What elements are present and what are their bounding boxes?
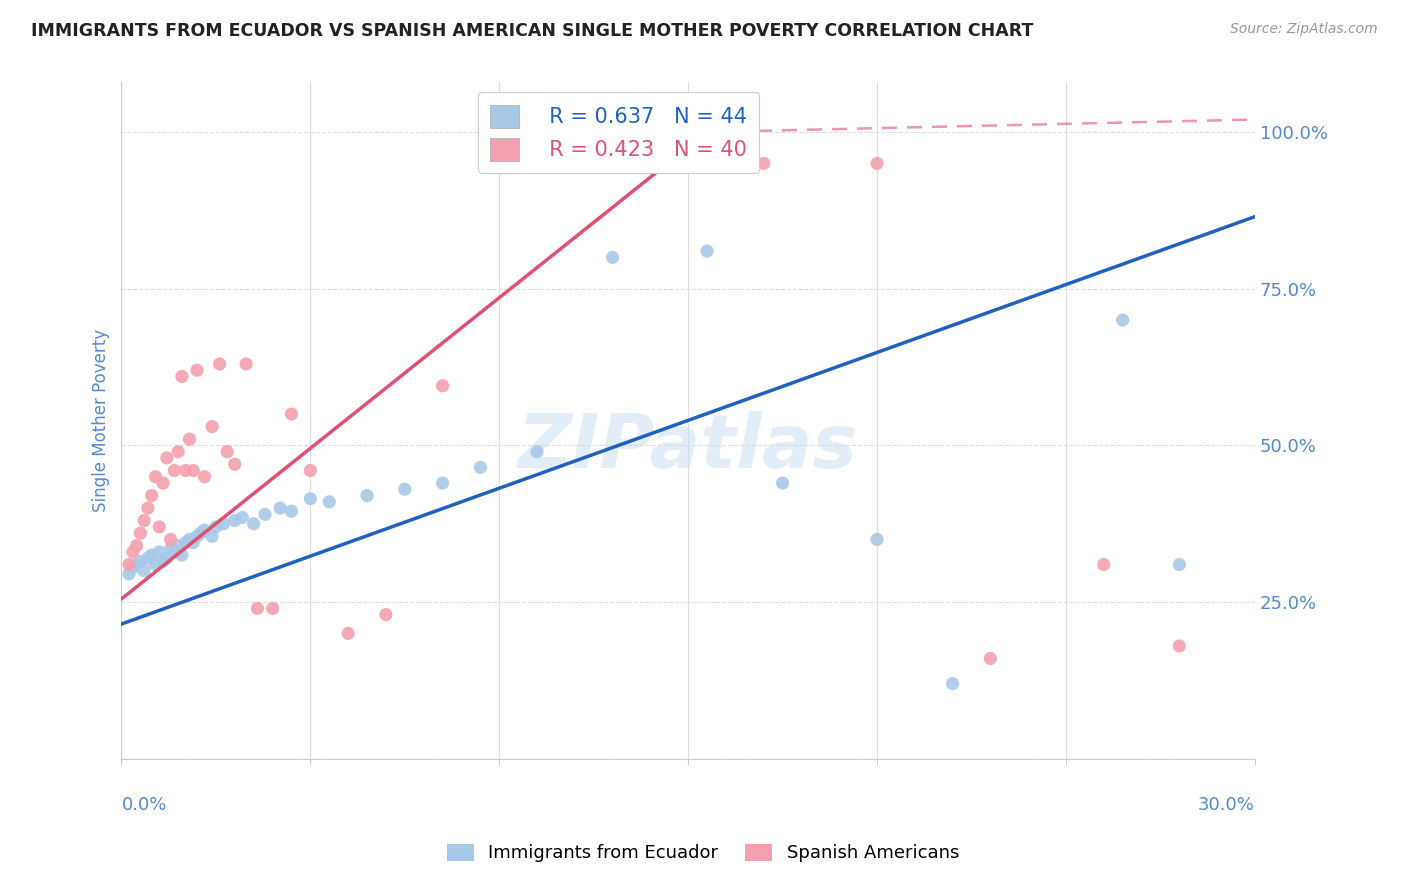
Point (564, 156, 586, 170)
Point (174, 463, 197, 477)
Point (224, 457, 246, 471)
Point (1168, 558, 1191, 572)
Point (246, 601, 269, 615)
Point (772, 475, 794, 490)
Point (242, 516, 264, 531)
Point (170, 369, 193, 384)
Text: 30.0%: 30.0% (1198, 796, 1256, 814)
Point (318, 495, 340, 509)
Point (942, 676, 965, 690)
Point (167, 444, 190, 458)
Point (602, 251, 624, 265)
Point (179, 533, 201, 547)
Point (148, 545, 170, 559)
Point (186, 529, 208, 543)
Point (141, 489, 163, 503)
Point (374, 607, 396, 622)
Point (696, 244, 718, 259)
Point (280, 504, 302, 518)
Point (132, 514, 155, 528)
Point (125, 558, 148, 572)
Point (299, 463, 322, 477)
Point (145, 469, 167, 483)
Point (205, 520, 228, 534)
Point (136, 501, 159, 516)
Point (262, 601, 284, 615)
Point (208, 357, 231, 371)
Point (190, 526, 212, 541)
Point (299, 491, 322, 506)
Point (152, 475, 174, 490)
Point (156, 450, 179, 465)
Point (224, 514, 246, 528)
Point (235, 357, 257, 371)
Point (163, 463, 186, 477)
Point (121, 560, 143, 574)
Point (269, 501, 291, 516)
Point (1092, 558, 1115, 572)
Point (136, 551, 159, 566)
Point (174, 535, 197, 549)
Point (201, 529, 224, 543)
Point (866, 533, 889, 547)
Point (432, 379, 454, 393)
Y-axis label: Single Mother Poverty: Single Mother Poverty (93, 329, 110, 512)
Point (1111, 313, 1133, 327)
Point (167, 539, 190, 553)
Text: 0.0%: 0.0% (121, 796, 167, 814)
Point (156, 551, 179, 566)
Point (488, 156, 510, 170)
Text: ZIPatlas: ZIPatlas (519, 411, 858, 484)
Point (866, 156, 889, 170)
Point (118, 558, 141, 572)
Point (394, 483, 416, 497)
Legend: Immigrants from Ecuador, Spanish Americans: Immigrants from Ecuador, Spanish America… (440, 837, 966, 870)
Point (181, 463, 204, 477)
Legend:   R = 0.637   N = 44,   R = 0.423   N = 40: R = 0.637 N = 44, R = 0.423 N = 40 (478, 92, 759, 173)
Point (356, 489, 378, 503)
Point (193, 469, 215, 483)
Point (193, 523, 215, 537)
Point (118, 566, 141, 581)
Point (129, 554, 152, 568)
Point (132, 564, 155, 578)
Point (148, 520, 170, 534)
Point (470, 460, 492, 475)
Point (432, 475, 454, 490)
Point (201, 419, 224, 434)
Text: IMMIGRANTS FROM ECUADOR VS SPANISH AMERICAN SINGLE MOTHER POVERTY CORRELATION CH: IMMIGRANTS FROM ECUADOR VS SPANISH AMERI… (31, 22, 1033, 40)
Text: Source: ZipAtlas.com: Source: ZipAtlas.com (1230, 22, 1378, 37)
Point (337, 626, 360, 640)
Point (179, 432, 201, 446)
Point (163, 545, 186, 559)
Point (280, 407, 302, 421)
Point (186, 363, 208, 377)
Point (121, 545, 143, 559)
Point (125, 539, 148, 553)
Point (159, 533, 181, 547)
Point (145, 558, 167, 572)
Point (1168, 639, 1191, 653)
Point (253, 508, 276, 522)
Point (658, 156, 681, 170)
Point (141, 548, 163, 562)
Point (752, 156, 775, 170)
Point (152, 554, 174, 568)
Point (217, 444, 239, 458)
Point (181, 535, 204, 549)
Point (170, 548, 193, 562)
Point (159, 541, 181, 556)
Point (231, 510, 253, 524)
Point (212, 516, 235, 531)
Point (979, 651, 1001, 665)
Point (129, 526, 152, 541)
Point (526, 444, 548, 458)
